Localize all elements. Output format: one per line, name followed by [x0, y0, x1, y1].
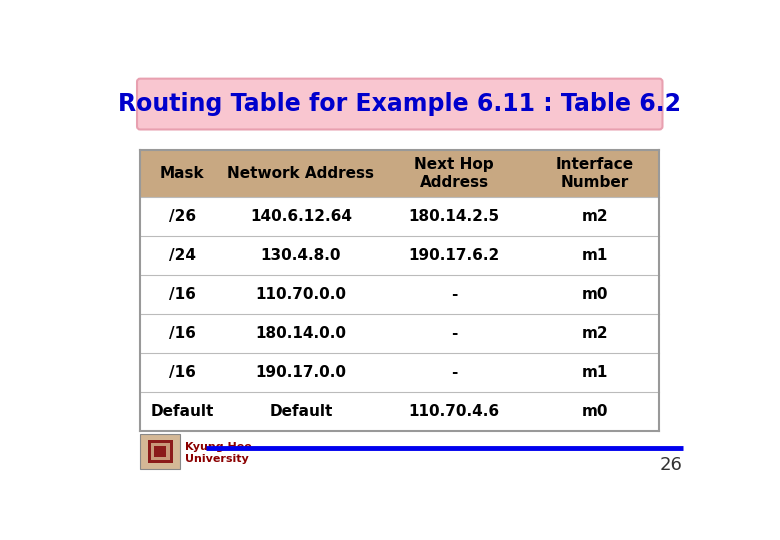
- Text: Default: Default: [269, 403, 332, 418]
- Text: /16: /16: [168, 287, 196, 302]
- Text: /24: /24: [168, 248, 196, 263]
- Text: Kyung Hee: Kyung Hee: [185, 442, 252, 451]
- Text: 130.4.8.0: 130.4.8.0: [261, 248, 341, 263]
- Text: m1: m1: [582, 248, 608, 263]
- Text: 140.6.12.64: 140.6.12.64: [250, 209, 352, 224]
- Text: m2: m2: [582, 326, 608, 341]
- Text: 180.14.0.0: 180.14.0.0: [255, 326, 346, 341]
- Text: Interface
Number: Interface Number: [556, 157, 634, 190]
- FancyBboxPatch shape: [137, 79, 662, 130]
- Text: 190.17.0.0: 190.17.0.0: [255, 364, 346, 380]
- Text: m0: m0: [582, 287, 608, 302]
- Bar: [140, 150, 659, 197]
- Text: 110.70.4.6: 110.70.4.6: [409, 403, 499, 418]
- Text: m2: m2: [582, 209, 608, 224]
- Bar: [148, 440, 172, 463]
- Text: m1: m1: [582, 364, 608, 380]
- Text: 110.70.0.0: 110.70.0.0: [255, 287, 346, 302]
- Bar: [154, 446, 166, 457]
- Text: Routing Table for Example 6.11 : Table 6.2: Routing Table for Example 6.11 : Table 6…: [119, 92, 681, 116]
- Text: -: -: [451, 287, 457, 302]
- Text: Network Address: Network Address: [227, 166, 374, 181]
- Text: m0: m0: [582, 403, 608, 418]
- Text: Next Hop
Address: Next Hop Address: [414, 157, 494, 190]
- Bar: [140, 434, 180, 469]
- Text: 180.14.2.5: 180.14.2.5: [409, 209, 499, 224]
- Text: /26: /26: [168, 209, 196, 224]
- Text: -: -: [451, 364, 457, 380]
- Text: Mask: Mask: [160, 166, 204, 181]
- Text: -: -: [451, 326, 457, 341]
- Text: 26: 26: [660, 456, 682, 475]
- Bar: [151, 443, 169, 460]
- Text: Default: Default: [151, 403, 214, 418]
- Text: University: University: [185, 454, 249, 464]
- Text: 190.17.6.2: 190.17.6.2: [409, 248, 500, 263]
- Text: /16: /16: [168, 364, 196, 380]
- Text: /16: /16: [168, 326, 196, 341]
